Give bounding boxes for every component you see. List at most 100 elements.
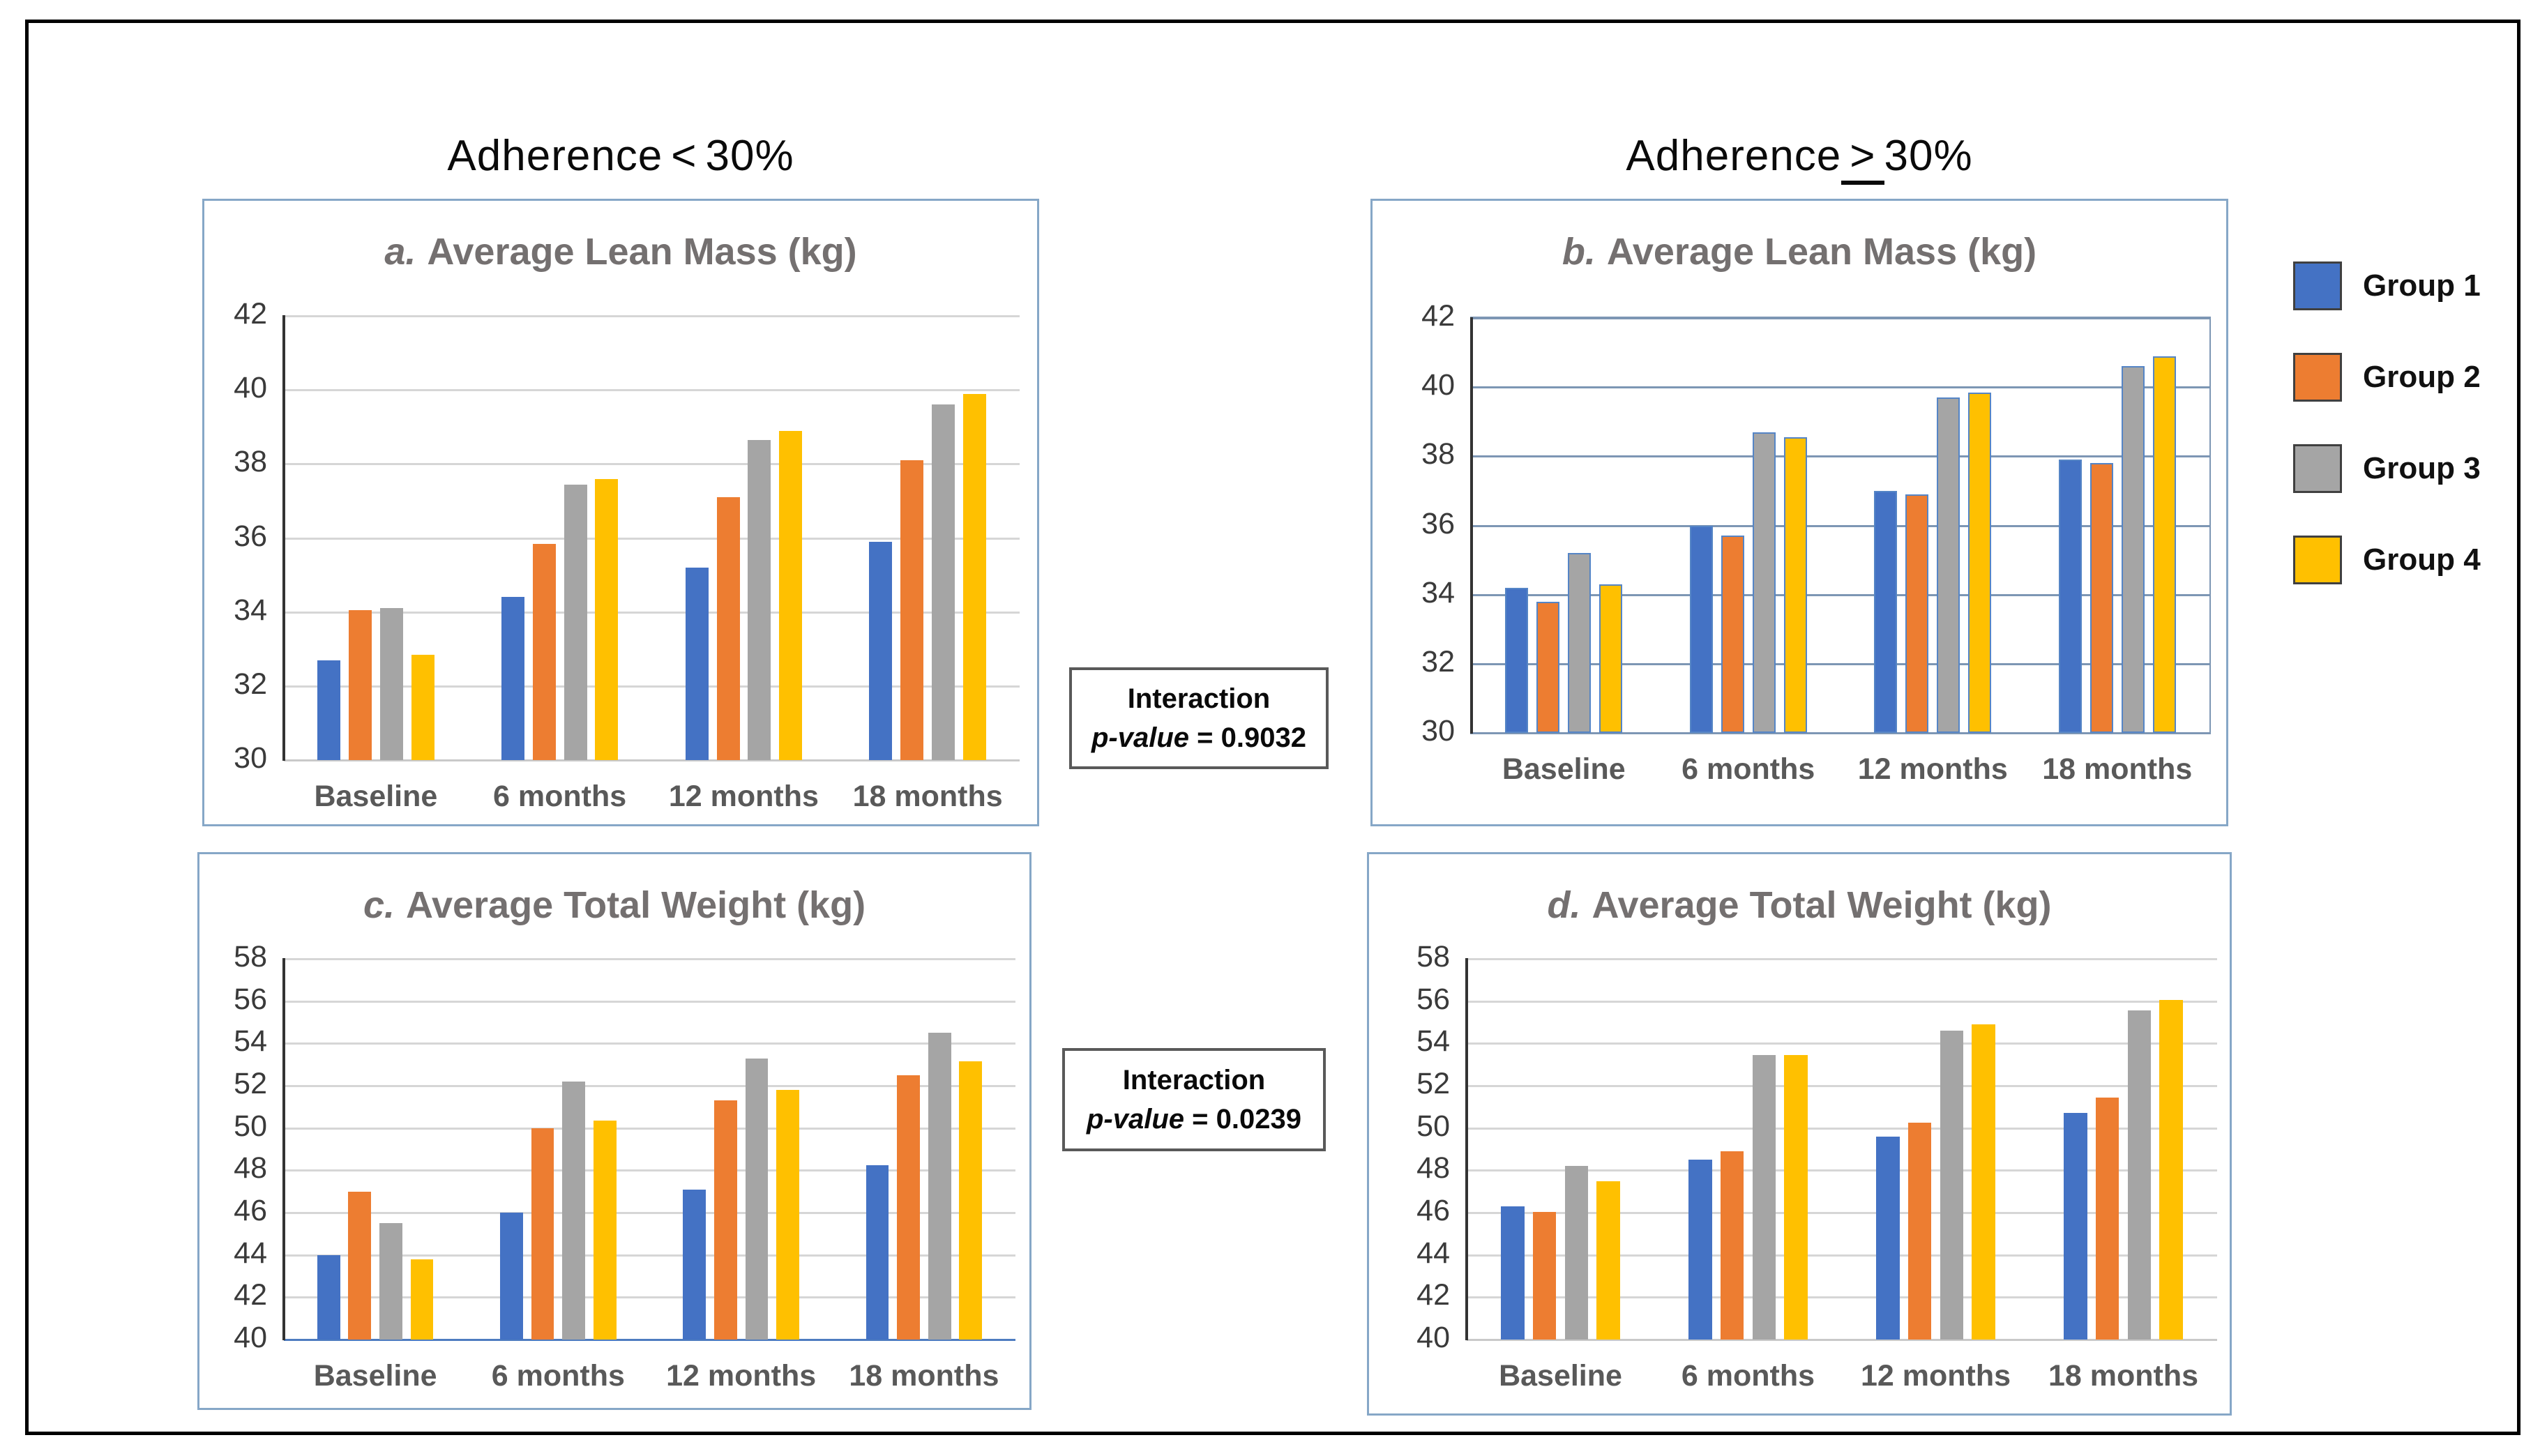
x-tick-label: Baseline — [314, 780, 438, 813]
gridline — [284, 1085, 1015, 1087]
bar-group-4 — [1599, 584, 1623, 733]
chart-panel-d: d. Average Total Weight (kg) 40 42 44 46 48 50… — [1367, 852, 2232, 1416]
chart-title-c: c. Average Total Weight (kg) — [199, 884, 1029, 927]
bar-group-4 — [779, 430, 803, 760]
bar-group-3 — [2127, 1010, 2152, 1340]
gridline — [1467, 1128, 2217, 1130]
y-tick-label: 36 — [234, 520, 267, 553]
y-tick-label: 42 — [1416, 1278, 1450, 1312]
gridline — [1467, 1042, 2217, 1045]
bar-group-3 — [745, 1058, 769, 1340]
chart-title-text: Average Lean Mass (kg) — [1606, 231, 2037, 273]
bar-group-4 — [1783, 437, 1807, 733]
plot-area-a: 30 32 34 36 38 40 42 Baseline 6 months 12 months 1… — [234, 297, 1020, 813]
y-axis-line — [1470, 317, 1473, 734]
bar-group-2 — [1905, 494, 1929, 733]
bar-group-3 — [2121, 366, 2145, 733]
bar-group-2 — [531, 1128, 554, 1340]
p-value: = 0.0239 — [1192, 1104, 1301, 1135]
plot-area-c: 40 42 44 46 48 50 52 54 56 58 Baseline 6 months 12 m… — [234, 940, 1015, 1393]
bar-group-2 — [2095, 1097, 2119, 1340]
bar-group-4 — [595, 478, 619, 760]
bar-group-2 — [1532, 1211, 1557, 1340]
gridline — [284, 463, 1020, 465]
bar-group-2 — [1721, 536, 1744, 733]
gridline — [1467, 1001, 2217, 1003]
bar-group-1 — [685, 568, 709, 760]
chart-letter: a. — [384, 231, 416, 273]
gridline — [284, 1254, 1015, 1257]
bar-group-4 — [1972, 1024, 1995, 1340]
bar-group-2 — [900, 460, 924, 760]
gridline — [1472, 386, 2209, 388]
y-tick-label: 44 — [234, 1236, 267, 1270]
annotation-pvalue: p-value = 0.0239 — [1065, 1100, 1323, 1139]
y-axis-line — [282, 958, 285, 1340]
bar-group-1 — [317, 660, 341, 760]
bar-group-1 — [1874, 490, 1898, 733]
gridline — [1472, 317, 2209, 319]
bar-group-1 — [2064, 1113, 2087, 1340]
legend-label: Group 2 — [2363, 360, 2481, 394]
gridline — [1467, 1254, 2217, 1257]
y-tick-label: 54 — [234, 1024, 267, 1058]
y-tick-label: 40 — [234, 1321, 267, 1354]
gridline — [1472, 663, 2209, 665]
bar-group-2 — [713, 1100, 737, 1340]
p-label: p-value — [1091, 722, 1190, 753]
bar-group-3 — [1752, 1055, 1776, 1340]
x-tick-label: 18 months — [2048, 1359, 2199, 1393]
x-tick-label: 18 months — [2042, 752, 2193, 786]
x-tick-label: 6 months — [1681, 752, 1815, 786]
chart-title-a: a. Average Lean Mass (kg) — [204, 230, 1037, 273]
gridline — [284, 1169, 1015, 1171]
legend-label: Group 4 — [2363, 543, 2481, 577]
gridline — [284, 1128, 1015, 1130]
bar-group-3 — [1937, 397, 1960, 733]
x-tick-label: 18 months — [849, 1359, 999, 1393]
gridline — [1467, 958, 2217, 960]
y-tick-label: 36 — [1421, 507, 1455, 540]
group3-swatch-icon — [2293, 444, 2342, 493]
y-axis-line — [282, 315, 285, 761]
y-tick-label: 58 — [1416, 940, 1450, 973]
legend: Group 1 Group 2 Group 3 Group 4 — [2293, 259, 2481, 625]
bar-group-4 — [959, 1061, 983, 1340]
gridline — [1467, 1296, 2217, 1298]
p-label: p-value — [1087, 1104, 1185, 1135]
header-text: 30% — [705, 132, 794, 180]
bar-group-4 — [2159, 1000, 2183, 1340]
y-axis-line — [1465, 958, 1468, 1340]
bar-group-3 — [748, 439, 771, 760]
y-tick-label: 38 — [234, 445, 267, 478]
comparator-symbol: > — [1841, 135, 1884, 185]
y-tick-label: 40 — [1416, 1321, 1450, 1354]
x-tick-label: 6 months — [1681, 1359, 1815, 1393]
annotation-title: Interaction — [1127, 683, 1271, 714]
bar-group-2 — [348, 1191, 372, 1340]
bar-group-1 — [869, 541, 893, 760]
bar-group-3 — [562, 1081, 586, 1340]
y-tick-label: 46 — [234, 1194, 267, 1227]
bar-group-4 — [411, 654, 434, 760]
y-tick-label: 50 — [1416, 1109, 1450, 1143]
bar-group-4 — [2152, 356, 2176, 733]
bar-group-1 — [501, 597, 524, 760]
annotation-title: Interaction — [1122, 1065, 1266, 1095]
y-tick-label: 32 — [1421, 645, 1455, 678]
bar-group-1 — [1689, 525, 1713, 733]
chart-title-text: Average Total Weight (kg) — [1592, 884, 2052, 926]
bar-group-2 — [716, 497, 740, 760]
bar-group-4 — [410, 1259, 434, 1340]
y-tick-label: 48 — [1416, 1151, 1450, 1185]
y-tick-label: 50 — [234, 1109, 267, 1143]
bar-group-3 — [1940, 1031, 1964, 1340]
comparator-symbol: < — [671, 132, 697, 180]
chart-letter: b. — [1562, 231, 1596, 273]
gridline — [284, 1212, 1015, 1214]
bar-group-3 — [379, 1223, 402, 1340]
x-tick-label: 12 months — [1857, 752, 2008, 786]
bar-group-2 — [532, 543, 556, 760]
y-tick-label: 56 — [1416, 983, 1450, 1016]
y-tick-label: 32 — [234, 667, 267, 701]
